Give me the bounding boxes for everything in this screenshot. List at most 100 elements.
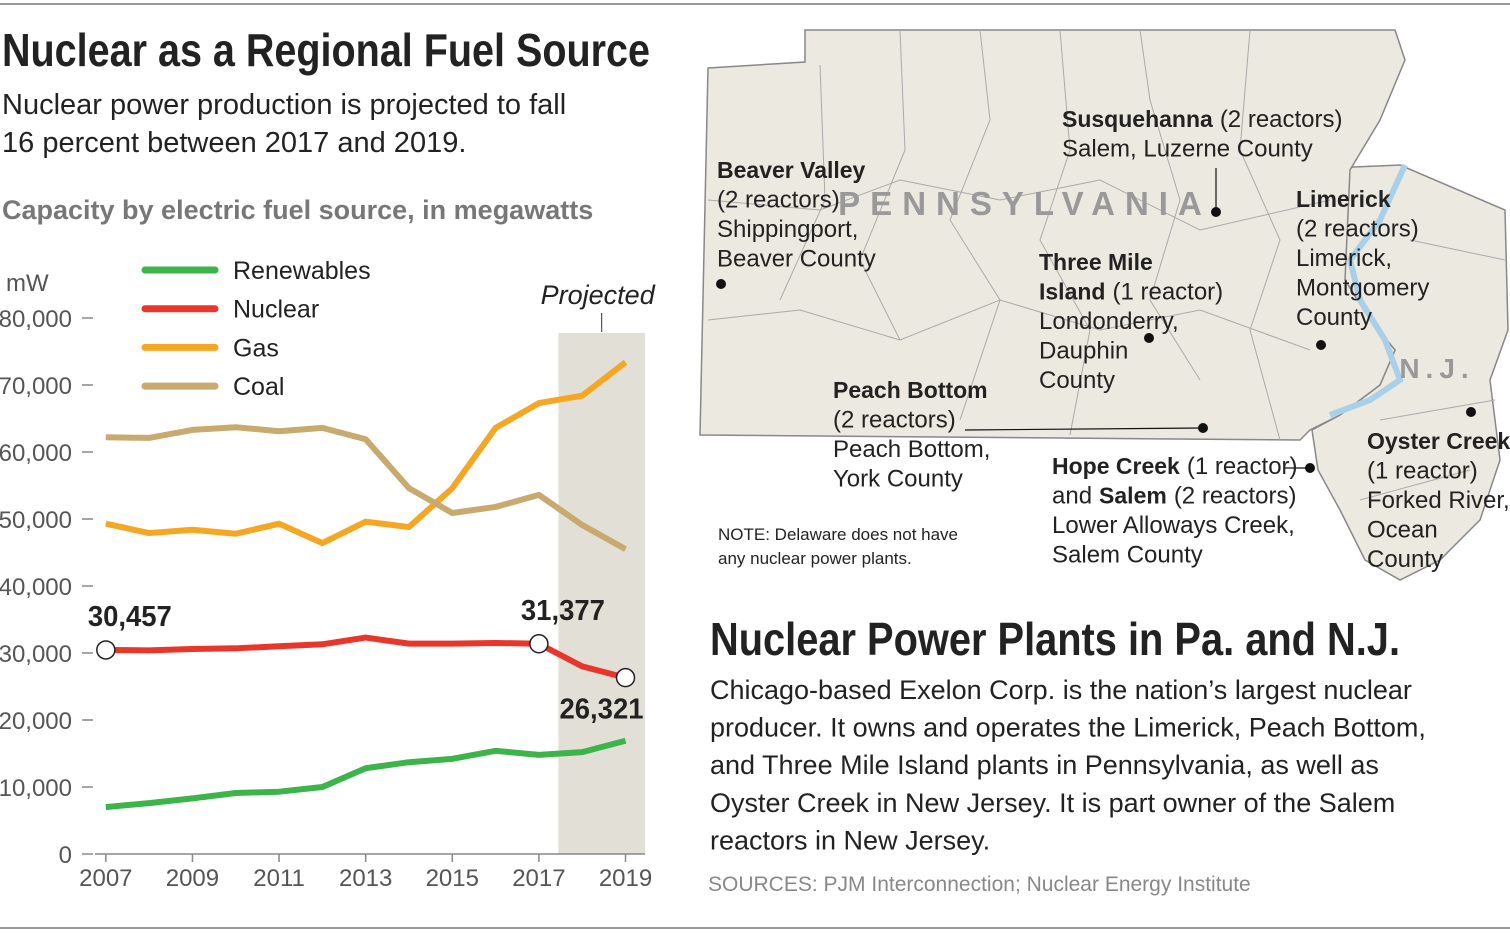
plant-name: Three Mile [1039,249,1153,275]
map [699,29,1509,581]
plant-detail: Lower Alloways Creek, [1052,512,1295,539]
x-tick-label: 2015 [426,865,479,892]
plant-label: (2 reactors) [717,187,840,214]
plant-label: Oyster Creek [1367,428,1510,454]
plant-detail: (1 reactor) [1112,279,1223,306]
plant-name: Hope Creek [1052,453,1180,479]
projected-shade [558,333,645,854]
plant-label: Salem County [1052,542,1203,569]
plant-label: (1 reactor) [1367,458,1478,485]
x-tick-label: 2009 [166,865,219,892]
y-tick-label: 0 [59,842,72,869]
plant-detail: and [1052,483,1092,510]
story-title: Nuclear Power Plants in Pa. and N.J. [710,613,1400,665]
plant-label: (2 reactors) [1296,216,1419,243]
plant-detail: Shippingport, [717,216,858,243]
plant-dots [716,207,1476,473]
series-line [105,359,628,547]
y-tick-label: 10,000 [0,775,72,802]
plant-label: County [1296,304,1372,331]
plant-label: Ocean [1367,517,1438,544]
map-note: any nuclear power plants. [718,549,912,568]
plant-label: Beaver County [717,246,876,273]
plant-dot [716,279,726,289]
plant-detail: (1 reactor) [1367,458,1478,485]
delaware-river [1328,163,1408,418]
plant-detail: Londonderry, [1039,308,1179,335]
plant-detail: Peach Bottom, [833,436,990,463]
plant-detail: (1 reactor) [1187,453,1298,480]
x-tick-label: 2017 [512,865,565,892]
y-tick-label: 20,000 [0,708,72,735]
story-text: reactors in New Jersey. [710,825,990,855]
story-text: and Three Mile Island plants in Pennsylv… [710,750,1379,780]
legend-label: Renewables [233,257,371,285]
plant-label: Hope Creek (1 reactor) [1052,453,1298,480]
plant-detail: (2 reactors) [1220,106,1343,133]
plant-detail: Montgomery [1296,275,1429,302]
value-label: 26,321 [560,694,644,726]
story-text: producer. It owns and operates the Limer… [710,713,1426,743]
plant-label: Three Mile [1039,249,1153,275]
plant-label: Peach Bottom [833,377,988,403]
plant-label: County [1367,546,1443,573]
y-tick-label: 70,000 [0,373,72,400]
title: Nuclear as a Regional Fuel Source [2,24,650,76]
x-tick-label: 2011 [253,865,305,892]
plant-dot [1144,333,1154,343]
plant-name: Island [1039,279,1105,305]
legend-label: Coal [233,373,284,401]
state-label: PENNSYLVANIA [838,185,1212,222]
plant-detail: Ocean [1367,517,1438,544]
y-tick-label: 30,000 [0,641,72,668]
plant-detail: County [1296,304,1372,331]
plant-dot [1316,340,1326,350]
legend-label: Nuclear [233,296,319,324]
plant-detail: Forked River, [1367,487,1510,514]
projected-label: Projected [541,280,656,310]
plant-detail: Salem County [1052,542,1203,569]
plant-name: Peach Bottom [833,377,988,403]
county-lines [707,29,1506,501]
y-tick-label: 60,000 [0,440,72,467]
point-marker [96,640,116,660]
plant-label: Forked River, [1367,487,1510,514]
plant-dot [1466,407,1476,417]
plant-name: Salem [1099,483,1167,509]
plant-label: Londonderry, [1039,308,1179,335]
y-tick-label: 50,000 [0,507,72,534]
chart-title: Capacity by electric fuel source, in meg… [2,195,593,225]
plant-detail: Dauphin [1039,338,1128,365]
plant-detail: Limerick, [1296,245,1392,272]
plant-label: Island (1 reactor) [1039,279,1223,306]
subtitle: Nuclear power production is projected to… [2,89,566,121]
state-label: N.J. [1399,353,1474,384]
plant-label: York County [833,466,963,493]
plant-name: Susquehanna [1062,106,1213,132]
plant-label: Salem, Luzerne County [1062,136,1313,163]
x-tick-label: 2013 [339,865,392,892]
plant-detail: Beaver County [717,246,876,273]
plant-label: Beaver Valley [717,157,866,183]
plant-label: and Salem (2 reactors) [1052,483,1297,510]
point-marker [615,667,636,688]
plant-name: Oyster Creek [1367,428,1510,454]
plant-name: Beaver Valley [717,157,866,183]
plant-label: Peach Bottom, [833,436,990,463]
y-axis-label: mW [6,270,49,297]
series-line [105,737,627,811]
plant-label: (2 reactors) [833,407,956,434]
leaders [964,168,1310,469]
point-marker [529,634,549,654]
plant-label: Limerick, [1296,245,1392,272]
map-note: NOTE: Delaware does not have [718,525,958,544]
plant-detail: County [1039,367,1115,394]
x-tick-label: 2007 [79,865,132,892]
legend-label: Gas [233,334,279,362]
leader-line [964,427,1204,431]
series-line [105,424,627,552]
story-text: Oyster Creek in New Jersey. It is part o… [710,788,1395,818]
plant-label: Shippingport, [717,216,858,243]
plant-detail: (2 reactors) [717,187,840,214]
y-tick-label: 40,000 [0,574,72,601]
